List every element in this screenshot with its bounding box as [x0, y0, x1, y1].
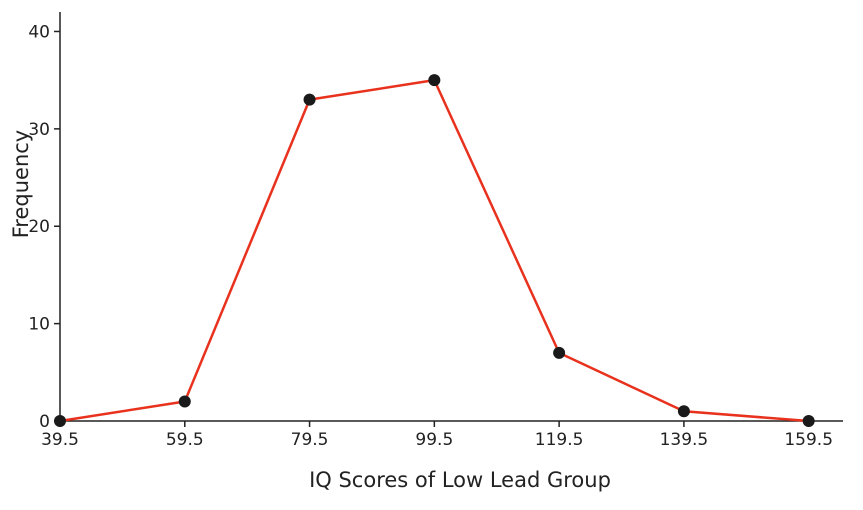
y-axis-title: Frequency: [9, 130, 33, 239]
x-tick-label: 159.5: [784, 430, 833, 450]
data-point: [303, 93, 316, 106]
data-point: [553, 346, 566, 359]
series-layer: [54, 74, 815, 427]
data-point: [802, 415, 815, 427]
axes: [59, 12, 843, 422]
y-tick-label: 20: [28, 217, 50, 237]
data-point: [677, 405, 690, 418]
series-line: [59, 78, 809, 423]
x-ticks: 39.5 59.5 79.5 99.5 119.5 139.5 159.5: [41, 421, 833, 450]
x-tick-label: 139.5: [660, 430, 709, 450]
x-tick-label: 79.5: [291, 430, 329, 450]
y-ticks: 0 10 20 30 40: [28, 22, 60, 432]
x-tick-label: 59.5: [166, 430, 204, 450]
x-tick-label: 39.5: [41, 430, 79, 450]
y-tick-label: 30: [28, 120, 50, 140]
x-axis-title: IQ Scores of Low Lead Group: [309, 468, 611, 492]
data-point: [428, 74, 441, 87]
y-tick-label: 10: [28, 315, 50, 335]
data-point: [178, 395, 191, 408]
data-point: [54, 415, 66, 427]
y-tick-label: 40: [28, 22, 50, 42]
x-tick-label: 119.5: [535, 430, 584, 450]
x-tick-label: 99.5: [415, 430, 453, 450]
y-tick-label: 0: [39, 412, 50, 432]
